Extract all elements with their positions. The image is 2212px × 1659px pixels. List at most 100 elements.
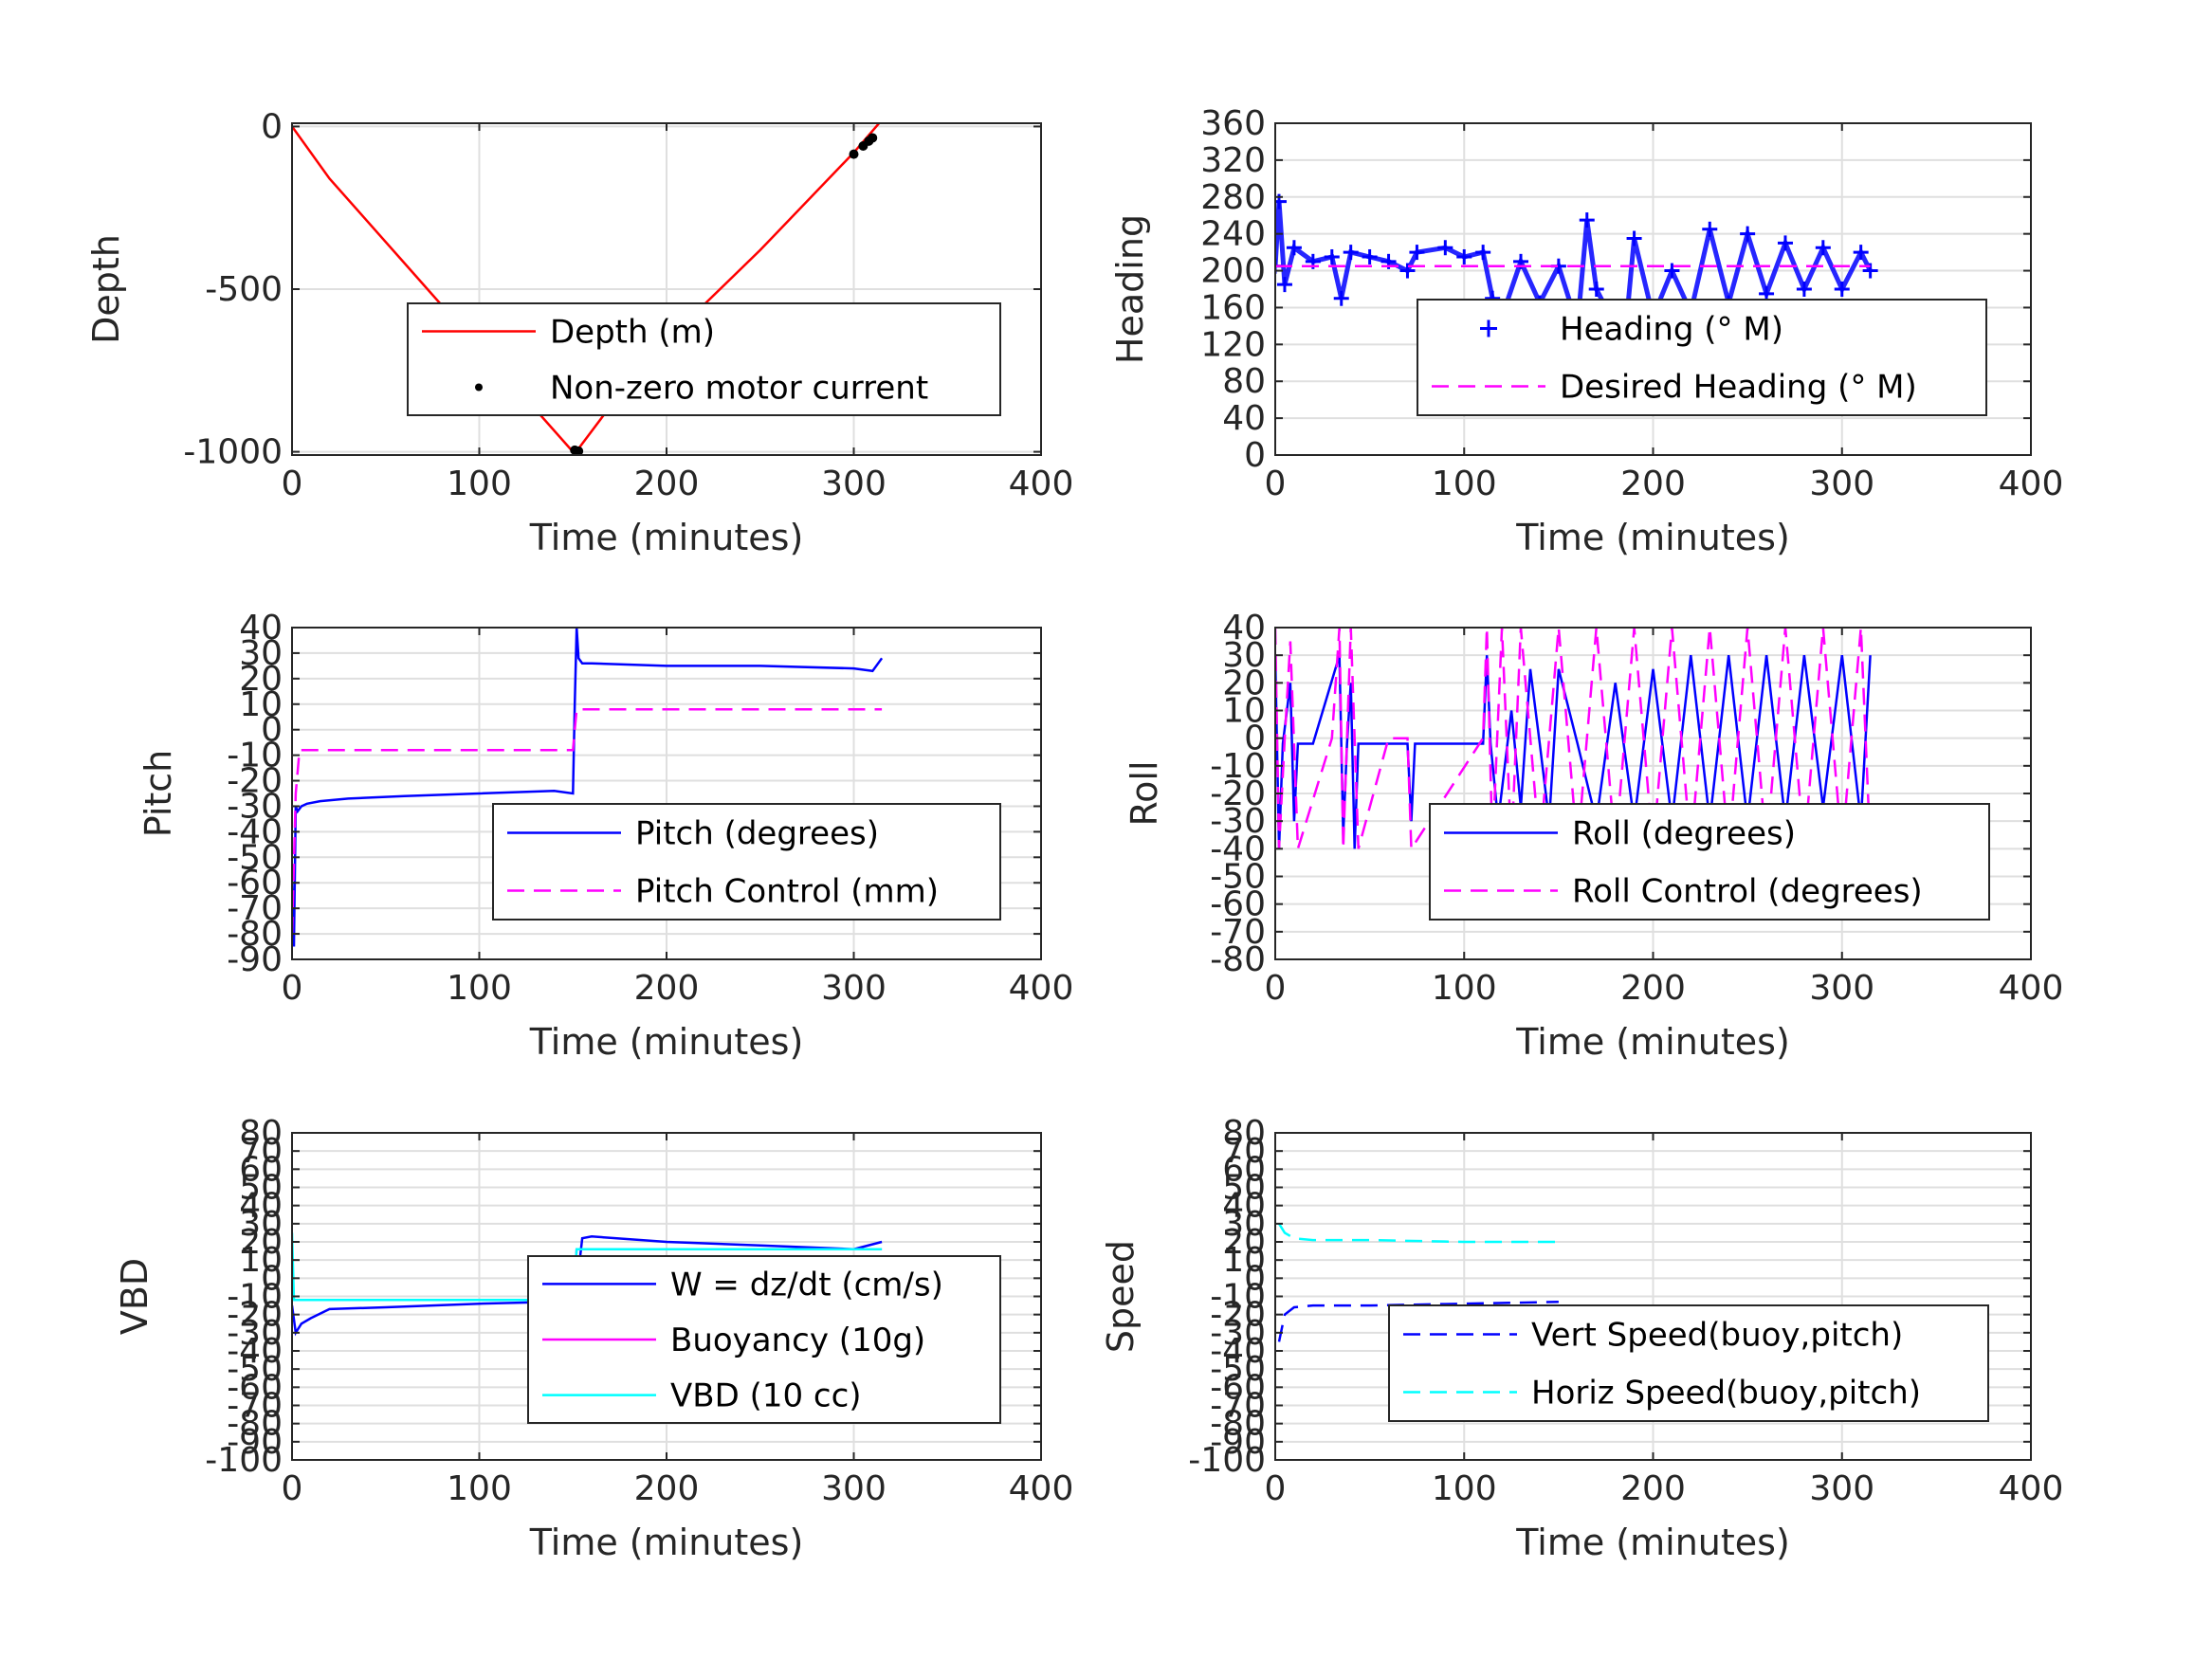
roll-xtick-label-4: 400: [1999, 969, 2064, 1008]
vbd-ytick-label-11: 10: [239, 1241, 283, 1280]
speed-ytick-label-0: -100: [1188, 1441, 1266, 1480]
heading-series-0-point-21: [1579, 212, 1595, 228]
pitch-legend: Pitch (degrees) Pitch Control (mm): [492, 803, 1001, 921]
pitch-series-1-line: [292, 707, 883, 935]
pitch-series-0-line: [292, 628, 884, 947]
pitch-ytick-label-3: -60: [227, 864, 283, 902]
vbd-legend-label-1: Buoyancy (10g): [670, 1322, 925, 1359]
vbd-ylabel: VBD: [114, 1258, 155, 1335]
speed-ytick-label-1: -90: [1210, 1423, 1266, 1462]
heading-ytick-label-5: 200: [1200, 252, 1266, 291]
pitch-plot-area: [292, 628, 884, 947]
speed-ytick-label-17: 70: [1222, 1132, 1266, 1171]
pitch-ylabel: Pitch: [137, 750, 179, 838]
heading-legend-label-1: Desired Heading (° M): [1560, 369, 1917, 407]
vbd-xtick-label-0: 0: [282, 1469, 303, 1508]
heading-ytick-label-0: 0: [1244, 436, 1266, 475]
heading-ytick-label-7: 280: [1200, 178, 1266, 217]
heading-ytick-label-4: 160: [1200, 288, 1266, 327]
heading-series-0-point-7: [1343, 245, 1359, 261]
speed-legend: Vert Speed(buoy,pitch) Horiz Speed(buoy,p…: [1388, 1304, 1989, 1422]
roll-ytick-label-0: -80: [1210, 940, 1266, 979]
vbd-ytick-label-3: -70: [227, 1387, 283, 1426]
speed-legend-label-0: Vert Speed(buoy,pitch): [1531, 1317, 1903, 1355]
depth-series-1-point-2: [574, 446, 584, 455]
depth-xtick-label-2: 200: [634, 465, 700, 503]
speed-ytick-label-6: -40: [1210, 1332, 1266, 1371]
depth-legend-label-1: Non-zero motor current: [550, 370, 928, 408]
roll-ytick-label-11: 30: [1222, 636, 1266, 675]
heading-ytick-label-3: 120: [1200, 325, 1266, 364]
vbd-ytick-label-0: -100: [205, 1441, 283, 1480]
roll-ytick-label-8: 0: [1244, 720, 1266, 758]
heading-legend-swatch-0: [1480, 319, 1497, 337]
speed-axes: 0 100 200 300 400-100-90-80-70-60-50-40-30-2…: [1100, 1114, 2063, 1563]
heading-xtick-label-2: 200: [1620, 465, 1686, 503]
roll-ytick-label-2: -60: [1210, 885, 1266, 924]
roll-xtick-label-0: 0: [1265, 969, 1287, 1008]
heading-series-0-point-10: [1399, 263, 1416, 279]
pitch-ytick-label-8: -10: [227, 737, 283, 775]
speed-ytick-label-15: 50: [1222, 1169, 1266, 1208]
depth-ylabel: Depth: [85, 234, 127, 344]
pitch-ytick-label-0: -90: [227, 940, 283, 979]
heading-xtick-label-1: 100: [1432, 465, 1497, 503]
speed-ylabel: Speed: [1100, 1240, 1142, 1353]
pitch-ytick-label-1: -80: [227, 915, 283, 954]
pitch-ytick-label-10: 10: [239, 685, 283, 724]
vbd-legend: W = dz/dt (cm/s) Buoyancy (10g) VBD (10 cc…: [527, 1255, 1001, 1424]
roll-ytick-label-1: -70: [1210, 913, 1266, 952]
speed-ytick-label-18: 80: [1222, 1114, 1266, 1153]
vbd-xtick-label-3: 300: [821, 1469, 887, 1508]
heading-ytick-label-1: 40: [1222, 399, 1266, 438]
speed-xtick-label-1: 100: [1432, 1469, 1497, 1508]
vbd-xtick-label-2: 200: [634, 1469, 700, 1508]
vbd-ytick-label-7: -30: [227, 1314, 283, 1353]
depth-legend: Depth (m) Non-zero motor current: [407, 302, 1001, 416]
vbd-ytick-label-13: 30: [239, 1205, 283, 1244]
pitch-ytick-label-12: 30: [239, 634, 283, 673]
roll-xtick-label-3: 300: [1809, 969, 1874, 1008]
depth-axes: 0 100 200 300 400 0 -500 -1000 Time (minutes) Dep…: [85, 107, 1073, 558]
vbd-ytick-label-15: 50: [239, 1169, 283, 1208]
vbd-xlabel: Time (minutes): [529, 1522, 804, 1563]
pitch-xtick-label-2: 200: [634, 969, 700, 1008]
heading-series-0-point-11: [1409, 245, 1425, 261]
speed-ytick-label-11: 10: [1222, 1241, 1266, 1280]
pitch-ytick-label-7: -20: [227, 762, 283, 801]
heading-series-0-point-29: [1702, 221, 1718, 237]
depth-xlabel: Time (minutes): [529, 517, 804, 558]
roll-legend: Roll (degrees) Roll Control (degrees): [1429, 803, 1990, 921]
heading-series-0-point-25: [1626, 230, 1642, 246]
pitch-ytick-label-2: -70: [227, 889, 283, 928]
roll-xtick-label-1: 100: [1432, 969, 1497, 1008]
roll-ytick-label-9: 10: [1222, 692, 1266, 731]
pitch-legend-label-0: Pitch (degrees): [635, 815, 879, 853]
roll-ytick-label-7: -10: [1210, 747, 1266, 786]
heading-series-0-point-6: [1333, 290, 1349, 306]
heading-series-0-point-35: [1815, 240, 1831, 256]
depth-ytick-label-0: 0: [261, 107, 283, 146]
speed-ytick-label-9: -10: [1210, 1278, 1266, 1317]
roll-ytick-label-12: 40: [1222, 609, 1266, 647]
vbd-xtick-label-4: 400: [1009, 1469, 1074, 1508]
depth-series-1-point-6: [868, 133, 878, 143]
pitch-xtick-label-0: 0: [282, 969, 303, 1008]
heading-xtick-label-4: 400: [1999, 465, 2064, 503]
vbd-ytick-label-10: 0: [261, 1259, 283, 1298]
roll-xlabel: Time (minutes): [1515, 1021, 1790, 1063]
heading-series-0-point-5: [1324, 248, 1340, 264]
roll-xtick-label-2: 200: [1620, 969, 1686, 1008]
speed-ytick-label-4: -60: [1210, 1368, 1266, 1407]
heading-series-0-point-14: [1475, 245, 1491, 261]
vbd-ytick-label-18: 80: [239, 1114, 283, 1153]
vbd-ytick-label-8: -20: [227, 1296, 283, 1335]
speed-plot-area: [1277, 1223, 1559, 1342]
heading-series-0-point-3: [1286, 240, 1302, 256]
heading-xlabel: Time (minutes): [1515, 517, 1790, 558]
heading-xtick-label-3: 300: [1809, 465, 1874, 503]
vbd-ytick-label-14: 40: [239, 1187, 283, 1226]
speed-ytick-label-8: -20: [1210, 1296, 1266, 1335]
heading-series-0-point-2: [1276, 277, 1292, 293]
